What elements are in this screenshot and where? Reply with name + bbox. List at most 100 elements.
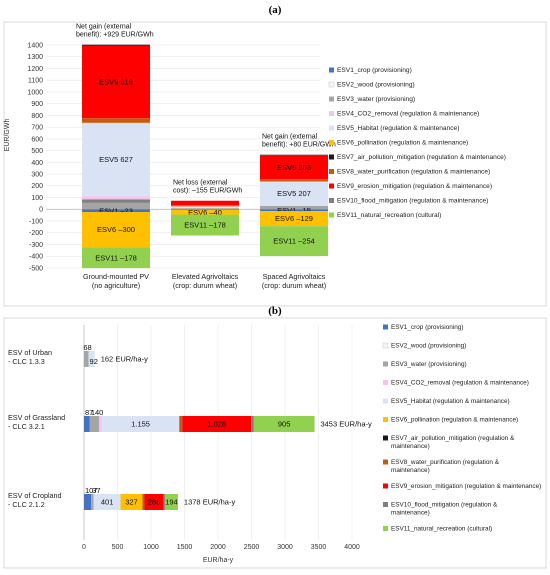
category-label: ESV of Cropland: [8, 491, 62, 500]
category-label: (crop: durum wheat): [262, 281, 326, 290]
bar-segment-esv9: [260, 155, 328, 180]
bar-segment-esv11: [260, 226, 328, 257]
bar-segment-label: ESV11 –254: [273, 237, 315, 246]
legend-swatch: [329, 169, 334, 174]
bar-segment-esv1: [84, 416, 90, 432]
legend-label: ESV10_flood_mitigation (regulation & mai…: [337, 198, 488, 205]
bar-total-label: 162 EUR/ha-y: [101, 355, 148, 364]
bar-segment-esv7: [260, 154, 328, 156]
legend-swatch: [383, 398, 388, 404]
category-label: (crop: durum wheat): [173, 281, 237, 290]
y-tick-label: 1200: [27, 66, 43, 73]
bar-segment-esv3: [260, 205, 328, 210]
legend-swatch: [329, 198, 334, 203]
legend-swatch: [329, 212, 334, 218]
y-tick-label: -100: [29, 218, 43, 225]
bar-segment-esv1: [260, 209, 328, 212]
bar-segment-esv6: [120, 494, 143, 510]
legend-swatch: [329, 140, 334, 145]
bar-segment-esv5: [171, 206, 239, 209]
bar-segment-esv5: [82, 122, 150, 197]
legend-swatch: [383, 526, 388, 531]
net-annotation: benefit): +929 EUR/GWh: [76, 32, 154, 39]
bar-segment-esv3: [84, 351, 89, 367]
category-label: ESV of Urban: [8, 348, 52, 357]
bar-segment-esv5: [93, 494, 121, 510]
category-label: Ground-mounted PV: [83, 272, 149, 281]
legend-swatch: [382, 342, 389, 349]
net-annotation: Net loss (external: [173, 180, 228, 187]
legend-label: maintenance): [391, 443, 430, 450]
bar-segment-label: 905: [278, 420, 291, 429]
panel-b-label: (b): [268, 305, 282, 317]
legend-swatch: [329, 96, 334, 102]
legend-swatch: [329, 154, 334, 160]
bar-segment-esv3: [91, 494, 94, 510]
bar-segment-esv8: [260, 179, 328, 182]
category-label: - CLC 3.2.1: [8, 422, 45, 431]
y-tick-label: 500: [31, 148, 43, 155]
y-tick-label: 0: [39, 207, 43, 214]
panel-b-x-axis-title: EUR/ha-y: [203, 557, 234, 564]
y-tick-label: 100: [31, 195, 43, 202]
x-tick-label: 3000: [277, 544, 293, 551]
legend-swatch: [383, 459, 388, 465]
category-label: Elevated Agrivoltaics: [172, 272, 239, 281]
legend-label: ESV8_water_purification (regulation &: [391, 459, 500, 466]
bar-segment-esv3: [82, 202, 150, 210]
bar-segment-label: 327: [125, 498, 138, 507]
legend-label: ESV9_erosion_mitigation (regulation & ma…: [337, 183, 492, 190]
bar-segment-label: 1.028: [207, 420, 226, 429]
panel-a-frame: [3, 21, 547, 307]
bar-segment-label: ESV6 –40: [188, 208, 222, 217]
net-annotation: Net gain (external: [262, 134, 318, 141]
y-tick-label: 600: [31, 136, 43, 143]
bar-segment-label: ESV5 627: [99, 155, 133, 164]
x-tick-label: 3500: [311, 544, 327, 551]
panel-a-label: (a): [269, 4, 282, 16]
x-tick-label: 500: [112, 544, 124, 551]
bar-segment-esv4: [99, 416, 102, 432]
net-annotation: cost): –155 EUR/GWh: [173, 188, 242, 195]
category-label: - CLC 1.3.3: [8, 357, 45, 366]
bar-segment-label: 1.155: [131, 420, 150, 429]
panel-b-chart: 0 500 1000 1500 2000 2500 3000 3500 4000 68 92 162 …: [8, 325, 372, 551]
legend-label: ESV5_Habitat (regulation & maintenance): [337, 125, 459, 132]
x-tick-label: 1500: [177, 544, 193, 551]
legend-label: ESV4_CO2_removal (regulation & maintenan…: [391, 380, 529, 387]
net-annotation: Net gain (external: [76, 24, 132, 31]
bar-segment-label: 194: [165, 498, 178, 507]
legend-label: ESV1_crop (provisioning): [391, 324, 463, 331]
legend-label: ESV11_natural_recreation (cultural): [337, 212, 441, 219]
y-tick-label: -300: [29, 242, 43, 249]
bar-segment-esv8: [179, 416, 183, 432]
y-tick-label: 700: [31, 125, 43, 132]
bar-segment-esv9: [144, 494, 164, 510]
category-label: Spaced Agrivoltaics: [263, 272, 326, 281]
legend-label: maintenance): [391, 467, 430, 474]
y-tick-label: 300: [31, 172, 43, 179]
bar-segment-label: ESV1 –23: [99, 206, 133, 215]
legend-label: ESV6_pollination (regulation & maintenan…: [391, 417, 518, 424]
bar-segment-label: ESV11 –178: [184, 221, 226, 230]
legend-swatch: [329, 111, 334, 116]
bar-segment-esv1: [82, 209, 150, 213]
legend-label: ESV3_water (provisioning): [337, 96, 415, 103]
bar-segment-label: ESV11 –178: [95, 253, 137, 262]
legend-label: ESV5_Habitat (regulation & maintenance): [391, 398, 510, 405]
category-label: - CLC 2.1.2: [8, 500, 45, 509]
legend-swatch: [383, 324, 388, 330]
bar-segment-esv1: [84, 494, 92, 510]
bar-segment-label: 68: [83, 343, 91, 352]
x-tick-label: 2000: [210, 544, 226, 551]
y-tick-label: 1100: [28, 78, 43, 85]
y-tick-label: 1400: [27, 42, 43, 49]
category-label: ESV of Grassland: [8, 413, 65, 422]
legend-swatch: [383, 417, 388, 422]
panel-b-frame: [3, 317, 547, 569]
panel-a-y-axis-title: EUR/GWh: [4, 119, 11, 152]
net-annotation: benefit): +80 EUR/GWh: [262, 142, 336, 149]
y-tick-label: 900: [31, 101, 43, 108]
x-tick-label: 2500: [244, 544, 260, 551]
bar-segment-esv11: [171, 214, 239, 236]
